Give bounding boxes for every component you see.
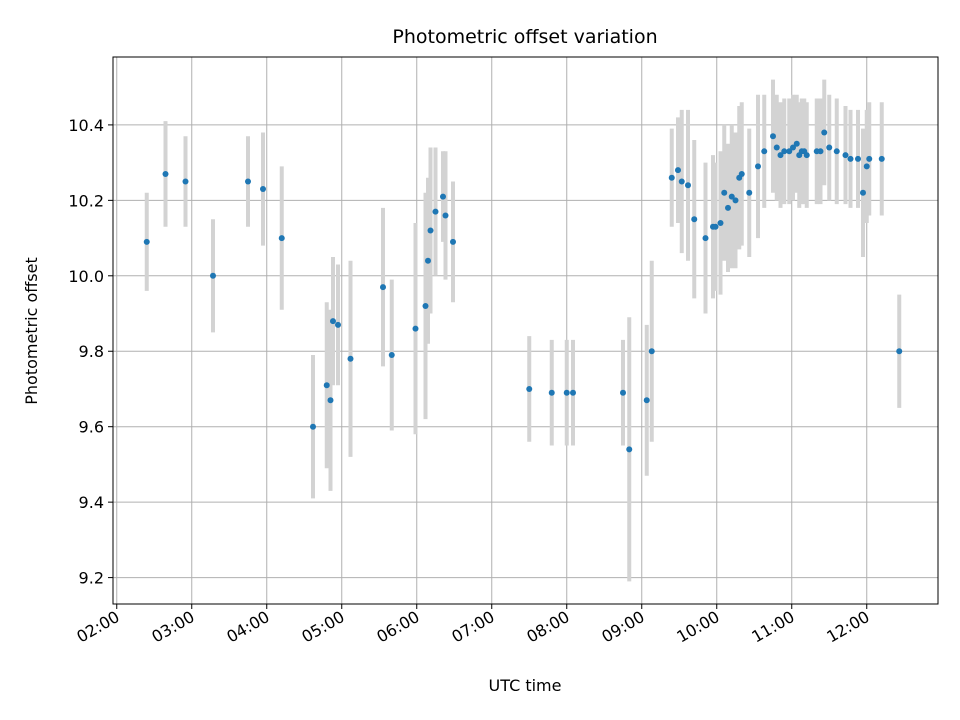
data-point [643,397,650,404]
data-point [570,389,576,396]
axes-frame [112,56,939,605]
data-point [786,148,793,155]
data-point [721,189,728,196]
data-point [702,235,709,242]
data-point [427,227,434,234]
data-point [450,238,456,245]
y-axis-label: Photometric offset [22,257,41,405]
data-point [412,325,419,332]
data-point [330,318,336,325]
data-point [833,148,840,155]
data-point [793,140,800,147]
y-tick-label: 10.0 [68,267,104,286]
data-point [712,223,719,230]
data-point [803,152,810,159]
data-point [860,189,866,196]
data-point [855,155,861,162]
y-axis: 9.2 9.4 9.6 9.8 10.0 10.2 10.4 [68,116,113,588]
data-point [620,389,626,396]
data-point [182,178,189,185]
data-point [526,385,533,392]
data-point [162,170,169,177]
data-point [738,170,745,177]
data-points [143,129,903,453]
data-point [323,382,330,389]
data-point [388,352,395,359]
data-point [668,174,675,181]
data-point [896,348,903,355]
data-point [761,148,768,155]
data-point [245,178,251,185]
data-point [422,302,429,309]
x-axis-label: UTC time [489,676,562,695]
data-point [432,208,439,215]
data-point [563,389,570,396]
data-point [380,284,386,291]
axes-background [113,57,938,604]
data-point [725,204,731,211]
data-point [770,133,776,140]
y-tick-label: 9.8 [79,342,104,361]
data-point [548,389,555,396]
data-point [626,446,633,453]
data-point [675,167,681,174]
data-point [878,155,885,162]
data-point [278,235,285,242]
data-point [335,321,341,328]
data-point [143,238,150,245]
data-point [648,348,655,355]
data-point [717,219,724,226]
y-tick-label: 9.2 [79,569,104,588]
data-point [678,178,685,185]
data-point [755,163,761,170]
data-point [327,397,334,404]
data-point [817,148,824,155]
data-point [260,186,266,193]
data-point [847,155,854,162]
data-point [826,144,833,151]
y-tick-label: 9.4 [79,493,104,512]
data-point [310,423,316,430]
data-point [210,272,216,279]
data-point [442,212,449,219]
data-point [732,197,739,204]
grid-lines [113,57,938,604]
data-point [746,189,753,196]
data-point [821,129,828,136]
data-point [685,182,691,189]
data-point [781,148,788,155]
data-point [863,163,870,170]
data-point [842,152,849,159]
data-point [866,155,873,162]
data-point [773,144,780,151]
data-point [728,193,735,200]
plot-area [112,56,939,605]
y-tick-label: 10.4 [68,116,104,135]
data-point [777,152,784,159]
data-point [440,193,446,200]
data-point [790,144,796,151]
chart-title: Photometric offset variation [392,26,657,48]
y-tick-label: 9.6 [79,418,104,437]
data-point [691,216,698,223]
y-tick-label: 10.2 [68,191,104,210]
data-point [347,355,354,362]
data-point [425,257,431,264]
